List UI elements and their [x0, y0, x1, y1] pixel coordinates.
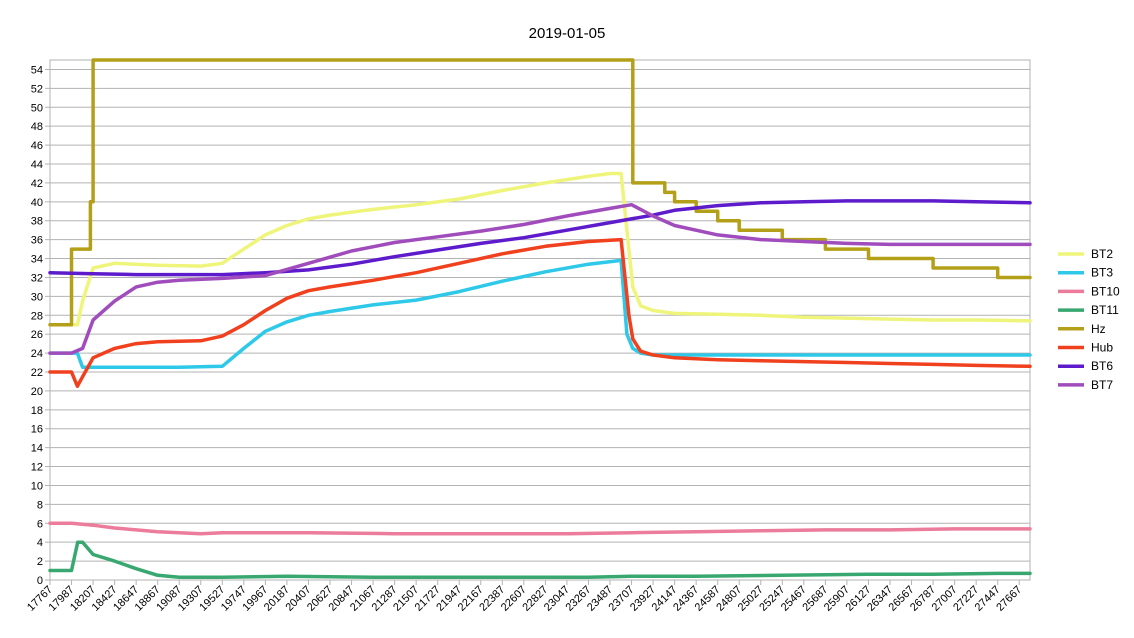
y-tick-label: 30	[31, 291, 43, 303]
chart-series	[48, 58, 1032, 579]
y-tick-label: 14	[31, 443, 43, 455]
y-tick-label: 42	[31, 178, 43, 190]
legend-label-bt3: BT3	[1091, 266, 1113, 280]
y-tick-label: 46	[31, 140, 43, 152]
y-tick-label: 2	[37, 556, 43, 568]
y-axis-ticks: 0246810121416182022242628303234363840424…	[31, 64, 50, 587]
legend-label-bt11: BT11	[1091, 303, 1119, 317]
y-tick-label: 28	[31, 310, 43, 322]
y-tick-label: 10	[31, 480, 43, 492]
legend-label-bt7: BT7	[1091, 378, 1113, 392]
legend-label-hub: Hub	[1091, 341, 1113, 355]
series-line-bt11	[48, 540, 1032, 579]
legend-label-bt6: BT6	[1091, 359, 1113, 373]
y-tick-label: 0	[37, 575, 43, 587]
series-line-hz	[48, 58, 1032, 327]
y-tick-label: 26	[31, 329, 43, 341]
y-tick-label: 16	[31, 424, 43, 436]
legend-label-bt10: BT10	[1091, 284, 1120, 298]
series-line-bt3	[48, 258, 1032, 370]
y-tick-label: 20	[31, 386, 43, 398]
y-tick-label: 40	[31, 197, 43, 209]
legend-label-bt2: BT2	[1091, 247, 1113, 261]
y-tick-label: 52	[31, 83, 43, 95]
y-tick-label: 22	[31, 367, 43, 379]
y-tick-label: 8	[37, 499, 43, 511]
y-tick-label: 4	[37, 537, 43, 549]
legend-label-hz: Hz	[1091, 322, 1106, 336]
y-tick-label: 48	[31, 121, 43, 133]
chart-grid	[50, 68, 1030, 581]
chart-title: 2019-01-05	[529, 25, 606, 42]
series-line-bt6	[48, 199, 1032, 277]
y-tick-label: 36	[31, 235, 43, 247]
series-line-bt10	[48, 521, 1032, 536]
y-tick-label: 38	[31, 216, 43, 228]
chart-legend: BT2 BT3 BT10 BT11 Hz Hub BT6 BT7	[1058, 247, 1120, 392]
y-tick-label: 34	[31, 254, 43, 266]
y-tick-label: 44	[31, 159, 43, 171]
series-line-bt7	[48, 202, 1032, 355]
y-tick-label: 18	[31, 405, 43, 417]
y-tick-label: 32	[31, 272, 43, 284]
series-line-bt2	[48, 171, 1032, 327]
y-tick-label: 50	[31, 102, 43, 114]
y-tick-label: 54	[31, 64, 43, 76]
x-axis-ticks: 1776717987182071842718647188671908719307…	[25, 580, 1024, 614]
y-tick-label: 6	[37, 518, 43, 530]
series-line-hub	[48, 237, 1032, 388]
y-tick-label: 12	[31, 462, 43, 474]
y-tick-label: 24	[31, 348, 43, 360]
